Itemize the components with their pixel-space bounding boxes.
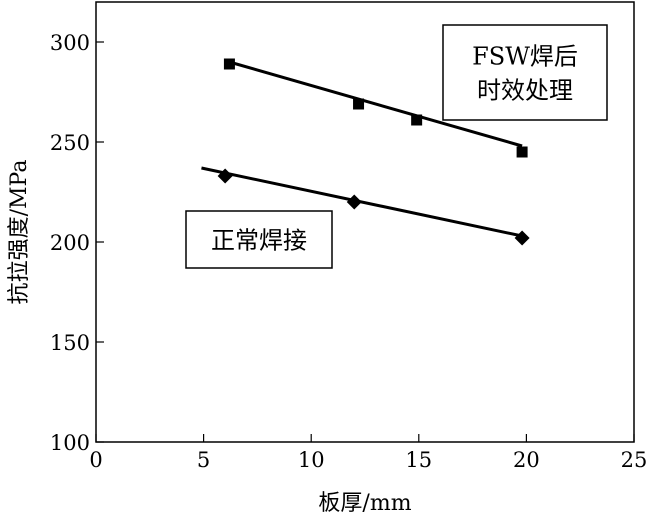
x-tick-label: 0 — [89, 448, 102, 472]
y-axis-ticks: 100 150 200 250 300 — [50, 31, 104, 455]
series-label-box — [185, 210, 333, 269]
trend-lines — [201, 60, 523, 238]
x-tick-label: 10 — [298, 448, 325, 472]
y-axis-title: 抗拉强度/MPa — [7, 160, 32, 305]
x-axis-ticks: 0 5 10 15 20 25 — [89, 434, 647, 472]
diamond-marker — [217, 168, 233, 184]
data-markers — [217, 58, 530, 246]
diamond-marker — [514, 230, 530, 246]
x-tick-label: 25 — [621, 448, 648, 472]
plot-frame — [95, 1, 635, 443]
plot-border — [95, 1, 635, 443]
series-label-text: 正常焊接 — [211, 227, 307, 255]
y-tick-label: 200 — [50, 231, 90, 255]
square-marker — [353, 98, 365, 110]
square-marker — [516, 146, 528, 158]
y-tick-label: 150 — [50, 331, 90, 355]
x-tick-label: 20 — [513, 448, 540, 472]
trend-line — [201, 166, 523, 238]
series-label-box — [442, 24, 608, 121]
y-tick-label: 100 — [50, 431, 90, 455]
series-label-text: FSW焊后 — [472, 43, 578, 71]
square-marker — [411, 114, 423, 126]
y-tick-label: 300 — [50, 31, 90, 55]
x-tick-label: 5 — [197, 448, 210, 472]
square-marker — [223, 58, 235, 70]
x-axis-title: 板厚/mm — [318, 491, 411, 516]
series-label-text: 时效处理 — [477, 77, 573, 105]
y-tick-label: 250 — [50, 131, 90, 155]
x-tick-label: 15 — [405, 448, 432, 472]
trend-line — [229, 60, 523, 148]
diamond-marker — [346, 194, 362, 210]
